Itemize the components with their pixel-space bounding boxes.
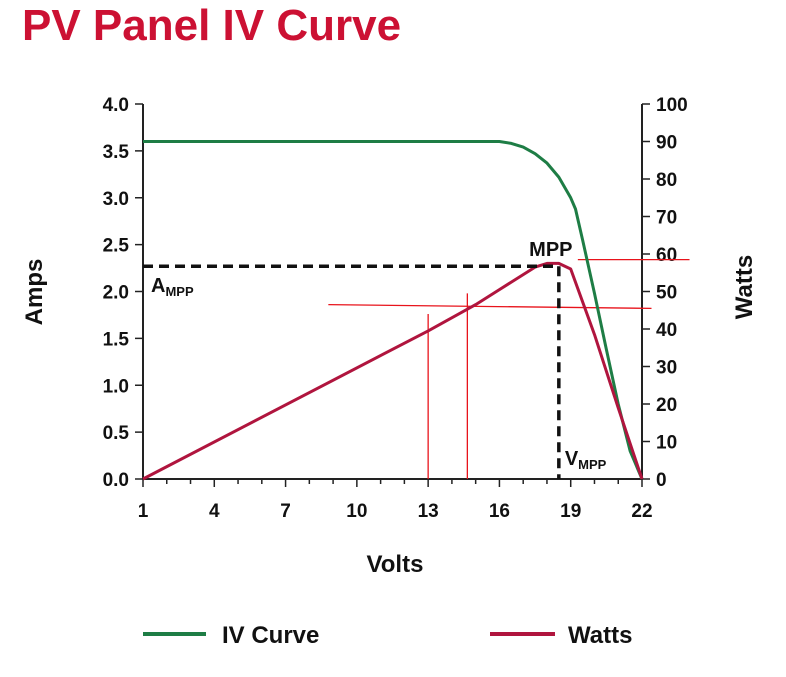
legend-label-iv-curve: IV Curve — [222, 622, 319, 649]
chart-title: PV Panel IV Curve — [22, 1, 401, 50]
series-line-iv-curve — [143, 140, 644, 480]
y-left-tick-label: 1.0 — [103, 376, 129, 397]
y-right-axis-label: Watts — [731, 255, 758, 319]
v-mpp-label: VMPP — [565, 448, 607, 472]
x-tick-label: 22 — [631, 501, 652, 522]
y-right-tick-label: 60 — [656, 245, 677, 266]
legend: IV Curve Watts — [143, 622, 632, 649]
y-left-tick-label: 1.5 — [103, 329, 130, 350]
y-left-tick-label: 4.0 — [103, 95, 129, 116]
y-left-tick-label: 2.5 — [103, 236, 130, 257]
y-right-tick-label: 100 — [656, 95, 688, 116]
y-right-tick-label: 30 — [656, 358, 677, 379]
y-left-tick-label: 3.5 — [103, 142, 130, 163]
y-left-axis-label: Amps — [21, 259, 48, 326]
y-left-tick-label: 2.0 — [103, 283, 129, 304]
x-tick-label: 7 — [280, 501, 291, 522]
y-right-tick-label: 90 — [656, 133, 677, 154]
x-tick-label: 13 — [418, 501, 439, 522]
legend-label-watts: Watts — [568, 622, 632, 649]
x-tick-label: 19 — [560, 501, 581, 522]
y-right-tick-label: 50 — [656, 283, 677, 304]
series-layer — [142, 140, 644, 481]
x-tick-label: 10 — [346, 501, 367, 522]
v-mpp-main: V — [565, 448, 579, 470]
a-mpp-main: A — [151, 275, 165, 297]
y-left-tick-label: 3.0 — [103, 189, 129, 210]
a-mpp-label: AMPP — [151, 275, 194, 299]
y-left-tick-label: 0.0 — [103, 470, 129, 491]
y-left-tick-label: 0.5 — [103, 423, 130, 444]
red-guide-line — [328, 303, 652, 310]
mpp-markers — [143, 264, 561, 479]
series-line-watts — [142, 261, 644, 481]
a-mpp-sub: MPP — [165, 284, 194, 299]
y-right-tick-label: 80 — [656, 170, 677, 191]
y-right-tick-label: 20 — [656, 395, 677, 416]
y-right-tick-label: 10 — [656, 433, 677, 454]
axis-ticks: 1 4 7 10 13 16 19 22 0.0 0.5 1.0 1.5 2.0 2.5 3.0 3.5 4.0… — [103, 95, 688, 522]
x-tick-label: 4 — [209, 501, 220, 522]
y-right-tick-label: 40 — [656, 320, 677, 341]
red-guide-lines — [328, 258, 690, 479]
v-mpp-sub: MPP — [578, 457, 607, 472]
y-right-tick-label: 70 — [656, 208, 677, 229]
y-right-tick-label: 0 — [656, 470, 667, 491]
x-tick-label: 1 — [138, 501, 149, 522]
plot-area: 1 4 7 10 13 16 19 22 0.0 0.5 1.0 1.5 2.0 2.5 3.0 3.5 4.0… — [103, 95, 690, 522]
x-tick-label: 16 — [489, 501, 510, 522]
mpp-label: MPP — [529, 239, 572, 261]
x-axis-label: Volts — [367, 551, 424, 578]
